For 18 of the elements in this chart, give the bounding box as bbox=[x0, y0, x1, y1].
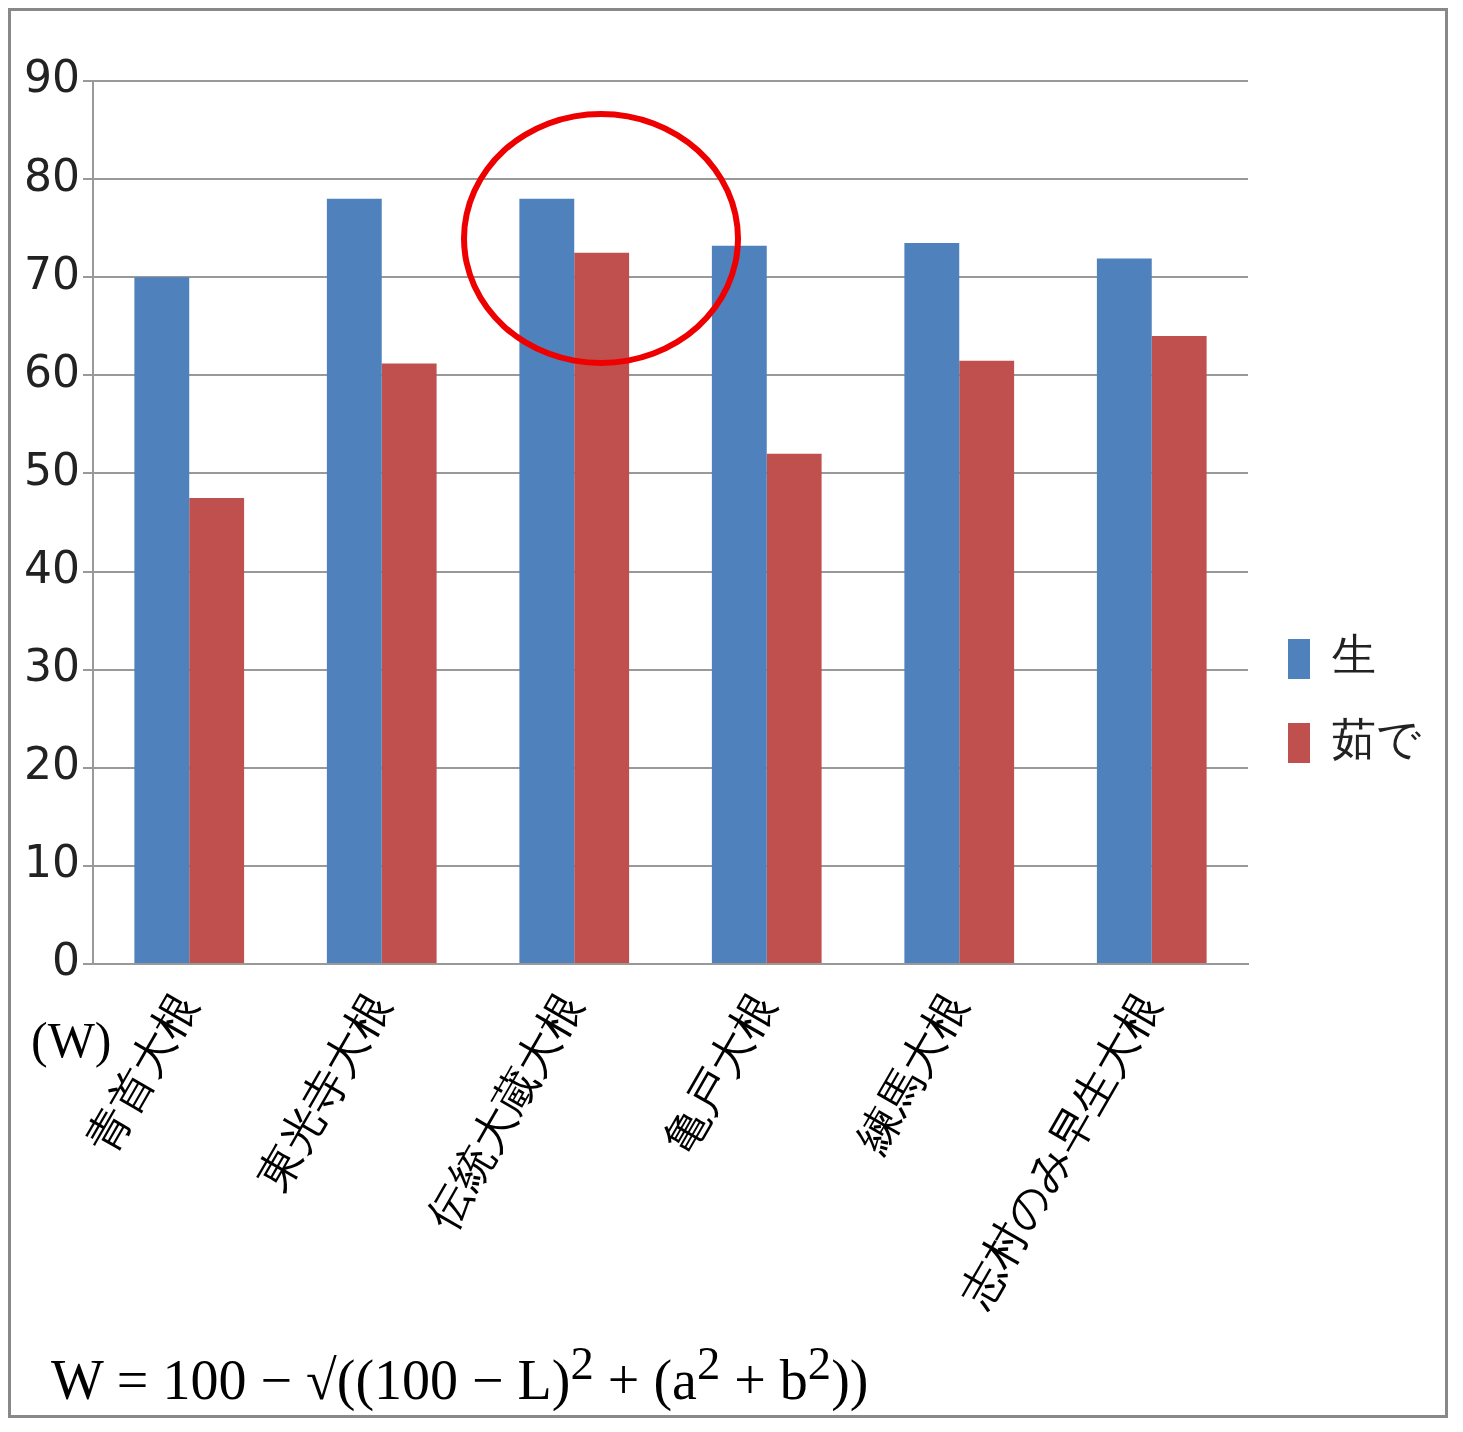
text: (W) bbox=[31, 1011, 112, 1068]
y-tick-label: 30 bbox=[23, 640, 80, 692]
y-tick-label: 60 bbox=[23, 345, 80, 397]
y-tick-label: 10 bbox=[23, 836, 80, 888]
y-tick-label: 20 bbox=[23, 738, 80, 790]
y-tick-label: 40 bbox=[23, 542, 80, 594]
y-tick-label: 90 bbox=[23, 51, 80, 103]
y-tick-label: 0 bbox=[51, 934, 80, 986]
x-tick-label: 伝統大蔵大根 bbox=[416, 983, 593, 1238]
legend-label: 茹で bbox=[1332, 713, 1421, 765]
x-tick-label: 東光寺大根 bbox=[246, 983, 401, 1200]
y-tick-label: 50 bbox=[23, 443, 80, 495]
legend-label: 生 bbox=[1332, 629, 1376, 681]
x-tick-label: 練馬大根 bbox=[845, 983, 978, 1163]
y-tick-label: 80 bbox=[23, 149, 80, 201]
y-tick-label: 70 bbox=[23, 247, 80, 299]
x-tick-label: 亀戸大根 bbox=[653, 983, 786, 1162]
text: W = 100 − √((100 − L)$^{2}$ + (a$^{2}$ + b$^{2}$)) bbox=[51, 1336, 869, 1412]
